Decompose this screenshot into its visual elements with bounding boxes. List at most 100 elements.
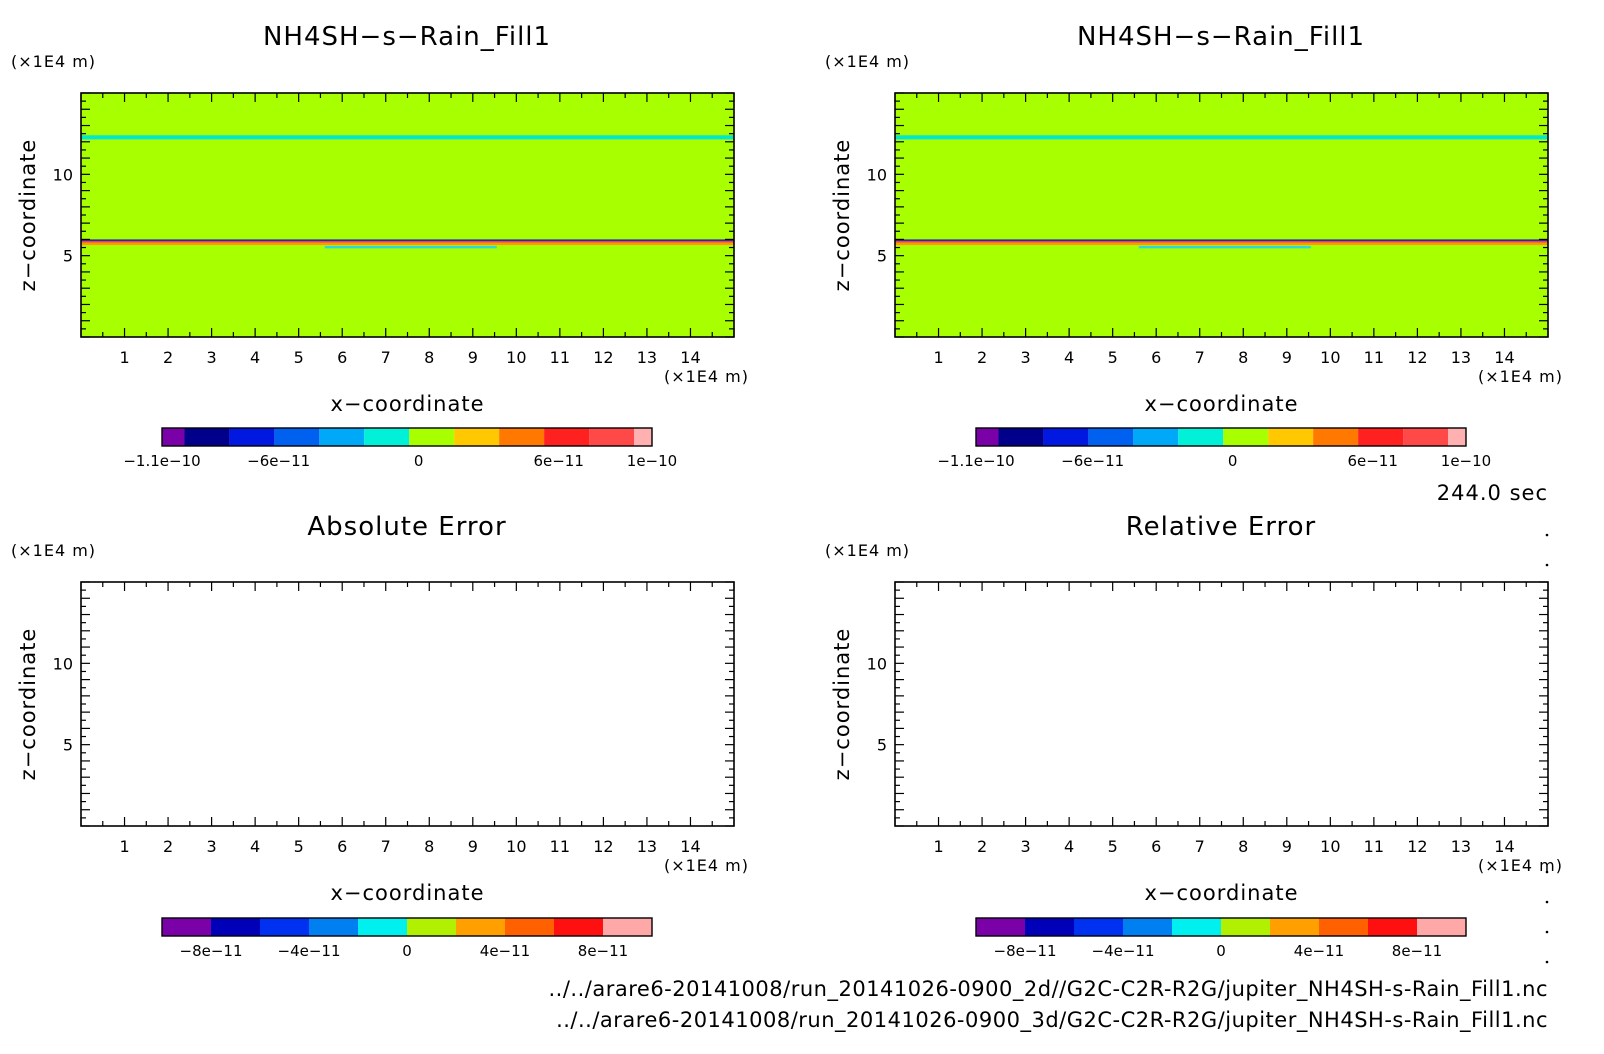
colorbar-segment xyxy=(544,428,590,446)
x-tick-label: 7 xyxy=(381,348,391,367)
x-tick-label: 9 xyxy=(468,348,478,367)
colorbar-label: 1e−10 xyxy=(1441,452,1491,470)
z-unit-label: (×1E4 m) xyxy=(825,541,910,560)
colorbar-label: 0 xyxy=(414,452,424,470)
z-tick-label: 10 xyxy=(53,165,73,184)
colorbar-segment xyxy=(1074,918,1123,936)
colorbar-label: −4e−11 xyxy=(1092,942,1155,960)
x-tick-label: 12 xyxy=(1407,348,1427,367)
x-tick-label: 1 xyxy=(933,837,943,856)
file-path-3d: ../../arare6-20141008/run_20141026-0900_… xyxy=(556,1008,1548,1033)
x-tick-label: 14 xyxy=(1494,837,1514,856)
x-tick-label: 6 xyxy=(337,348,347,367)
x-tick-label: 4 xyxy=(1064,348,1074,367)
field-band xyxy=(895,135,1548,140)
x-tick-label: 5 xyxy=(294,837,304,856)
colorbar-segment xyxy=(409,428,455,446)
x-tick-label: 1 xyxy=(119,348,129,367)
field-band xyxy=(324,245,497,249)
field-band xyxy=(81,242,734,246)
z-tick-label: 10 xyxy=(867,165,887,184)
x-tick-label: 9 xyxy=(1282,837,1292,856)
colorbar-segment xyxy=(976,428,999,446)
x-tick-label: 2 xyxy=(163,837,173,856)
field-background xyxy=(895,93,1548,337)
colorbar-label: −6e−11 xyxy=(247,452,310,470)
file-path-2d: ../../arare6-20141008/run_20141026-0900_… xyxy=(549,977,1549,1002)
x-tick-label: 10 xyxy=(1320,837,1340,856)
field-band xyxy=(895,242,1548,246)
colorbar-segment xyxy=(1448,428,1466,446)
colorbar-segment xyxy=(1270,918,1319,936)
z-tick-label: 5 xyxy=(63,247,73,266)
colorbar-label: −4e−11 xyxy=(278,942,341,960)
x-tick-label: 11 xyxy=(550,348,570,367)
colorbar-segment xyxy=(1043,428,1089,446)
field-background xyxy=(81,93,734,337)
x-tick-label: 13 xyxy=(637,837,657,856)
x-unit-label: (×1E4 m) xyxy=(664,367,749,386)
colorbar-segment xyxy=(407,918,456,936)
x-unit-label: (×1E4 m) xyxy=(1478,367,1563,386)
colorbar-label: −8e−11 xyxy=(994,942,1057,960)
x-tick-label: 13 xyxy=(1451,837,1471,856)
x-tick-label: 12 xyxy=(1407,837,1427,856)
colorbar-label: 4e−11 xyxy=(480,942,530,960)
x-tick-label: 10 xyxy=(506,348,526,367)
panel-title: NH4SH−s−Rain_Fill1 xyxy=(263,22,551,52)
z-tick-label: 5 xyxy=(877,247,887,266)
x-unit-label: (×1E4 m) xyxy=(1478,856,1563,875)
x-axis-label: x−coordinate xyxy=(330,392,484,416)
colorbar-segment xyxy=(1088,428,1134,446)
colorbar-segment xyxy=(229,428,275,446)
x-tick-label: 8 xyxy=(424,837,434,856)
colorbar-segment xyxy=(554,918,603,936)
z-unit-label: (×1E4 m) xyxy=(825,52,910,71)
colorbar-segment xyxy=(184,428,230,446)
colorbar-segment xyxy=(1403,428,1449,446)
x-tick-label: 2 xyxy=(163,348,173,367)
x-tick-label: 8 xyxy=(1238,348,1248,367)
colorbar-segment xyxy=(260,918,309,936)
panel-title: Absolute Error xyxy=(307,512,506,542)
colorbar-frame xyxy=(161,427,653,447)
colorbar-segment xyxy=(1268,428,1314,446)
x-tick-label: 3 xyxy=(1021,837,1031,856)
x-tick-label: 11 xyxy=(1364,348,1384,367)
colorbar-segment xyxy=(1221,918,1270,936)
x-tick-label: 10 xyxy=(1320,348,1340,367)
colorbar-segment xyxy=(162,428,185,446)
panel-title: Relative Error xyxy=(1126,512,1317,542)
panel-relative-error: Relative Error(×1E4 m)1 2 3 4 5 6 7 8 9 10 11 12 13 1… xyxy=(825,512,1563,960)
x-tick-label: 14 xyxy=(1494,348,1514,367)
panel-top-left: NH4SH−s−Rain_Fill1(×1E4 m)1 2 3 4 5 6 7 8 9 10 11 1… xyxy=(11,22,749,470)
colorbar-segment xyxy=(589,428,635,446)
colorbar-label: 6e−11 xyxy=(533,452,583,470)
x-tick-label: 7 xyxy=(381,837,391,856)
x-tick-label: 5 xyxy=(1108,837,1118,856)
colorbar-label: −8e−11 xyxy=(180,942,243,960)
colorbar-label: 8e−11 xyxy=(1392,942,1442,960)
colorbar-frame xyxy=(161,917,653,937)
colorbar-label: 6e−11 xyxy=(1347,452,1397,470)
x-tick-label: 14 xyxy=(680,348,700,367)
field-band xyxy=(81,135,734,140)
field-band xyxy=(1138,245,1311,249)
x-tick-label: 3 xyxy=(207,348,217,367)
x-tick-label: 2 xyxy=(977,837,987,856)
colorbar-segment xyxy=(1123,918,1172,936)
colorbar-segment xyxy=(364,428,410,446)
colorbar-segment xyxy=(454,428,500,446)
colorbar-label: 4e−11 xyxy=(1294,942,1344,960)
x-tick-label: 6 xyxy=(337,837,347,856)
x-tick-label: 13 xyxy=(1451,348,1471,367)
colorbar-segment xyxy=(456,918,505,936)
x-tick-label: 14 xyxy=(680,837,700,856)
colorbar-segment xyxy=(1368,918,1417,936)
colorbar-segment xyxy=(505,918,554,936)
x-tick-label: 11 xyxy=(1364,837,1384,856)
time-label: 244.0 sec xyxy=(1437,481,1548,505)
colorbar-segment xyxy=(211,918,260,936)
colorbar-segment xyxy=(1417,918,1466,936)
